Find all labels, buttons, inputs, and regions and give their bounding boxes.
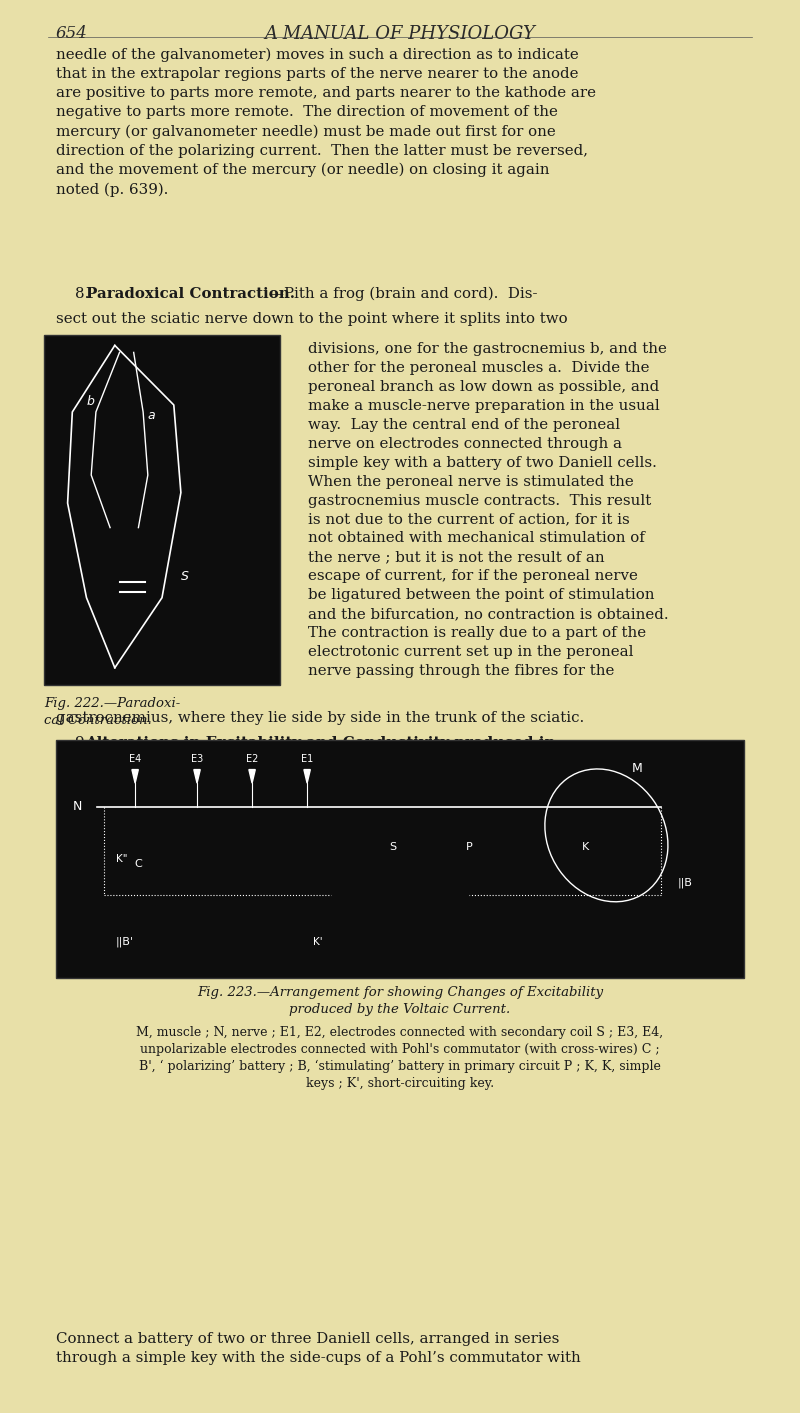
Text: gastrocnemius, where they lie side by side in the trunk of the sciatic.: gastrocnemius, where they lie side by si… [56,711,584,725]
Text: E1: E1 [301,755,314,764]
Text: 9.: 9. [56,736,94,750]
Text: K: K [582,842,590,852]
Text: —Pith a frog (brain and cord).  Dis-: —Pith a frog (brain and cord). Dis- [269,287,538,301]
Text: E3: E3 [191,755,203,764]
Text: S: S [390,842,397,852]
Text: K": K" [116,853,127,865]
Polygon shape [249,770,255,783]
Text: —(a) Set: —(a) Set [430,762,495,776]
Text: S: S [181,571,189,584]
Text: up two pairs of unpolarizable electrodes in the moist chamber.: up two pairs of unpolarizable electrodes… [56,787,534,801]
Text: C: C [134,859,142,869]
Text: E4: E4 [129,755,142,764]
Text: b: b [86,396,94,408]
Text: M, muscle ; N, nerve ; E1, E2, electrodes connected with secondary coil S ; E3, : M, muscle ; N, nerve ; E1, E2, electrode… [137,1026,663,1091]
Polygon shape [132,770,138,783]
Text: Alterations in Excitability and Conductivity produced in: Alterations in Excitability and Conducti… [86,736,556,750]
Text: N: N [74,800,82,814]
Text: a: a [148,408,155,422]
Text: needle of the galvanometer) moves in such a direction as to indicate
that in the: needle of the galvanometer) moves in suc… [56,48,596,196]
Bar [56,740,744,978]
Text: sect out the sciatic nerve down to the point where it splits into two: sect out the sciatic nerve down to the p… [56,312,568,326]
Text: 654: 654 [56,25,88,42]
Text: M: M [632,763,642,776]
Text: Paradoxical Contraction.: Paradoxical Contraction. [86,287,294,301]
Text: E2: E2 [246,755,258,764]
Text: K': K' [313,937,322,947]
Text: A MANUAL OF PHYSIOLOGY: A MANUAL OF PHYSIOLOGY [265,25,535,44]
Text: Connect a battery of two or three Daniell cells, arranged in series
through a si: Connect a battery of two or three Daniel… [56,1332,581,1365]
Text: Nerve by the Passage of a Voltaic Current through it.: Nerve by the Passage of a Voltaic Curren… [56,762,503,776]
Text: Fig. 222.—Paradoxi-
cal Contraction.: Fig. 222.—Paradoxi- cal Contraction. [44,697,180,726]
Text: divisions, one for the gastrocnemius b, and the
other for the peroneal muscles a: divisions, one for the gastrocnemius b, … [308,342,669,678]
Text: ||B: ||B [678,877,693,889]
Text: P: P [466,842,472,852]
Bar [44,335,280,685]
Text: ||B': ||B' [116,937,134,948]
Text: 8.: 8. [56,287,94,301]
Polygon shape [194,770,200,783]
Polygon shape [304,770,310,783]
Text: Fig. 223.—Arrangement for showing Changes of Excitability
produced by the Voltai: Fig. 223.—Arrangement for showing Change… [197,986,603,1016]
